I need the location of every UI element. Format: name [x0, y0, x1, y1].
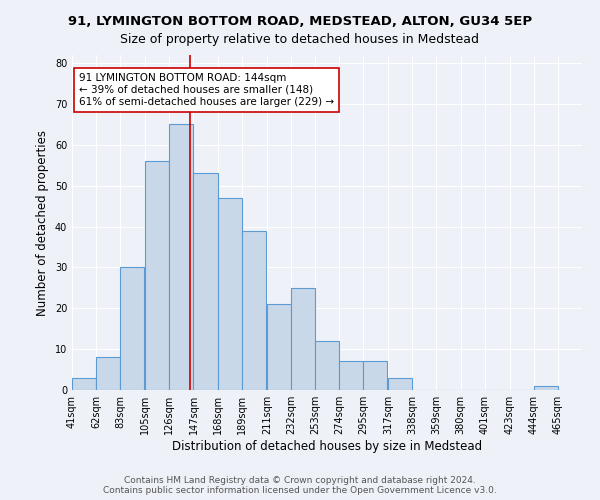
Bar — [267, 304, 291, 390]
Bar — [363, 362, 387, 390]
Bar — [315, 341, 339, 390]
Bar — [339, 362, 363, 390]
Bar — [169, 124, 193, 390]
Bar — [291, 288, 315, 390]
Text: 91 LYMINGTON BOTTOM ROAD: 144sqm
← 39% of detached houses are smaller (148)
61% : 91 LYMINGTON BOTTOM ROAD: 144sqm ← 39% o… — [79, 74, 334, 106]
Bar — [534, 386, 558, 390]
Bar — [193, 174, 218, 390]
Bar — [145, 161, 169, 390]
Bar — [242, 230, 266, 390]
Bar — [218, 198, 242, 390]
Text: Size of property relative to detached houses in Medstead: Size of property relative to detached ho… — [121, 32, 479, 46]
Bar — [120, 268, 144, 390]
Bar — [96, 358, 120, 390]
Text: 91, LYMINGTON BOTTOM ROAD, MEDSTEAD, ALTON, GU34 5EP: 91, LYMINGTON BOTTOM ROAD, MEDSTEAD, ALT… — [68, 15, 532, 28]
Y-axis label: Number of detached properties: Number of detached properties — [36, 130, 49, 316]
Bar — [72, 378, 96, 390]
X-axis label: Distribution of detached houses by size in Medstead: Distribution of detached houses by size … — [172, 440, 482, 453]
Text: Contains HM Land Registry data © Crown copyright and database right 2024.
Contai: Contains HM Land Registry data © Crown c… — [103, 476, 497, 495]
Bar — [388, 378, 412, 390]
